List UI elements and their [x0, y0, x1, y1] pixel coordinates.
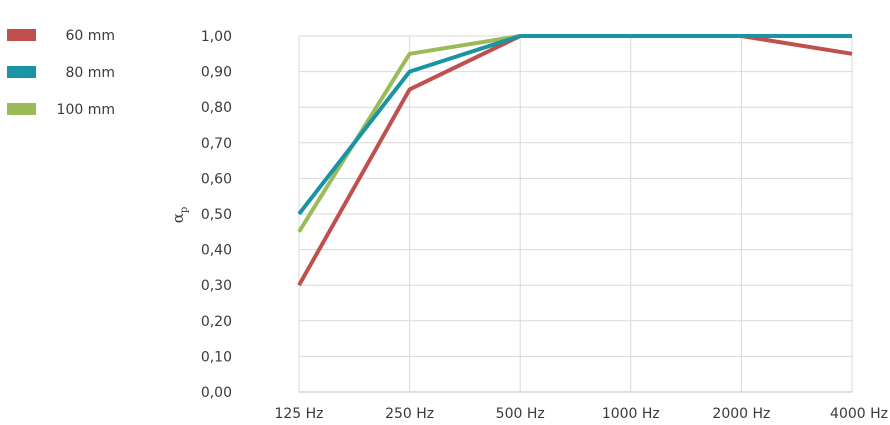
- y-tick-label: 0,60: [201, 171, 232, 187]
- legend-label: 60 mm: [65, 28, 115, 44]
- y-tick-label: 0,80: [201, 100, 232, 116]
- y-tick-label: 0,40: [201, 243, 232, 259]
- y-tick-labels: 0,00 0,10 0,20 0,30 0,40 0,50 0,60 0,70 0,80 0,90…: [201, 29, 232, 401]
- legend-swatch: [7, 29, 36, 41]
- x-tick-label: 500 Hz: [496, 406, 545, 422]
- y-tick-label: 0,30: [201, 278, 232, 294]
- y-tick-label: 0,70: [201, 136, 232, 152]
- y-tick-label: 0,90: [201, 65, 232, 81]
- x-tick-label: 1000 Hz: [602, 406, 660, 422]
- series-lines: [297, 34, 853, 287]
- x-tick-labels: 125 Hz 250 Hz 500 Hz 1000 Hz 2000 Hz 4000 Hz: [274, 406, 888, 422]
- y-tick-label: 0,10: [201, 349, 232, 365]
- y-axis-label: αp: [169, 207, 190, 224]
- series-line-60-mm: [297, 34, 853, 287]
- legend-swatch: [7, 103, 36, 115]
- legend-label: 100 mm: [57, 102, 115, 118]
- series-line-80-mm: [297, 34, 852, 216]
- y-tick-label: 0,00: [201, 385, 232, 401]
- x-tick-label: 250 Hz: [385, 406, 434, 422]
- legend: 60 mm 80 mm 100 mm: [7, 28, 115, 118]
- gridlines: [298, 35, 853, 393]
- y-tick-label: 0,50: [201, 207, 232, 223]
- x-tick-label: 125 Hz: [274, 406, 323, 422]
- y-tick-label: 1,00: [201, 29, 232, 45]
- x-tick-label: 4000 Hz: [830, 406, 888, 422]
- legend-swatch: [7, 66, 36, 78]
- y-tick-label: 0,20: [201, 314, 232, 330]
- series-line-100-mm: [297, 34, 852, 233]
- legend-label: 80 mm: [65, 65, 115, 81]
- x-tick-label: 2000 Hz: [712, 406, 770, 422]
